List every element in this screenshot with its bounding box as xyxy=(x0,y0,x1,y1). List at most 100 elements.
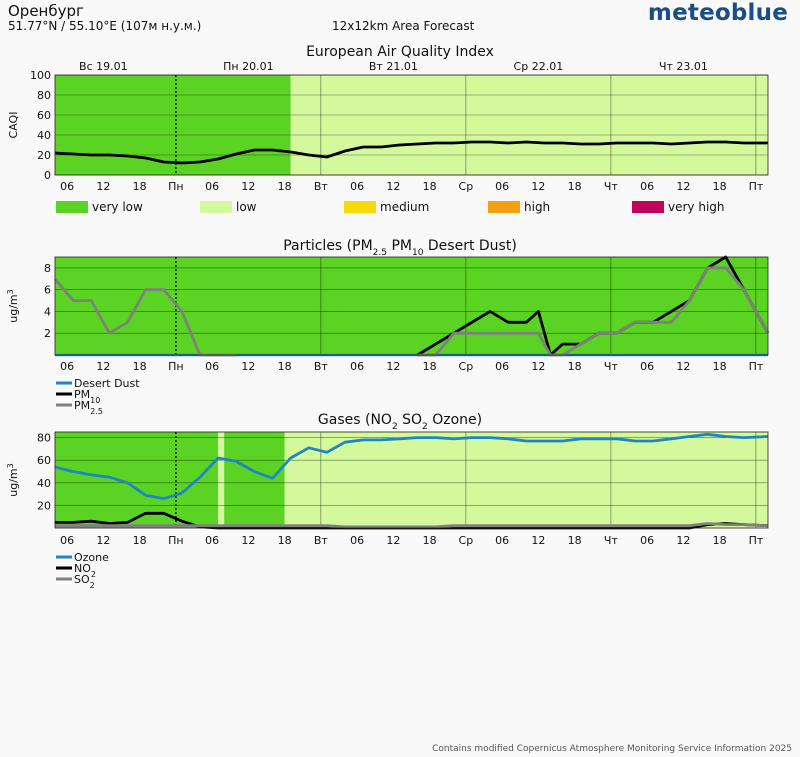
x-tick-label: 06 xyxy=(495,360,509,373)
x-tick-label: 12 xyxy=(386,360,400,373)
x-tick-label: 18 xyxy=(133,534,147,547)
x-tick-label: 18 xyxy=(568,360,582,373)
x-tick-label: Пт xyxy=(749,360,764,373)
plot-frame xyxy=(54,431,769,529)
x-tick-label: Чт xyxy=(604,534,619,547)
chart-title: European Air Quality Index xyxy=(306,44,494,60)
x-tick-label: 06 xyxy=(495,180,509,193)
x-tick-label: 06 xyxy=(205,534,219,547)
x-tick-label: Вт xyxy=(314,180,329,193)
x-tick-label: 12 xyxy=(96,360,110,373)
legend-label: medium xyxy=(380,200,429,214)
y-tick-label: 20 xyxy=(37,499,51,512)
x-tick-label: Пн xyxy=(168,180,183,193)
x-tick-label: 06 xyxy=(350,180,364,193)
x-tick-label: Ср xyxy=(459,534,474,547)
y-tick-label: 40 xyxy=(37,129,51,142)
x-tick-label: Пт xyxy=(749,180,764,193)
x-tick-label: 18 xyxy=(278,534,292,547)
day-label: Ср 22.01 xyxy=(514,60,564,73)
forecast-resolution: 12x12km Area Forecast xyxy=(332,19,475,33)
chart-title: Gases (NO2 SO2 Ozone) xyxy=(318,412,482,432)
x-tick-label: Вт xyxy=(314,360,329,373)
chart-3: Gases (NO2 SO2 Ozone) 20 40 60 80 06 12 18 Пн 06 1… xyxy=(6,412,769,590)
legend-label: Desert Dust xyxy=(74,377,140,390)
x-tick-label: 18 xyxy=(423,360,437,373)
x-tick-label: 12 xyxy=(241,180,255,193)
plot-frame xyxy=(54,74,769,176)
day-label: Вт 21.01 xyxy=(369,60,418,73)
x-tick-label: 06 xyxy=(60,180,74,193)
brand-logo[interactable]: meteoblue xyxy=(647,0,788,26)
x-tick-label: 18 xyxy=(133,180,147,193)
x-tick-label: 18 xyxy=(133,360,147,373)
x-tick-label: 18 xyxy=(713,180,727,193)
x-tick-label: Чт xyxy=(604,180,619,193)
x-tick-label: 18 xyxy=(568,534,582,547)
legend-label: high xyxy=(524,200,550,214)
y-tick-label: 4 xyxy=(44,305,51,318)
x-tick-label: 12 xyxy=(386,180,400,193)
x-tick-label: 18 xyxy=(713,534,727,547)
band-low xyxy=(290,75,768,175)
y-tick-label: 8 xyxy=(44,262,51,275)
legend-label: NO2 xyxy=(74,562,96,579)
x-tick-label: 06 xyxy=(640,534,654,547)
x-tick-label: 06 xyxy=(350,534,364,547)
x-tick-label: Пт xyxy=(749,534,764,547)
y-tick-label: 60 xyxy=(37,109,51,122)
x-tick-label: 12 xyxy=(241,360,255,373)
band-very-low xyxy=(55,432,219,528)
series-so2 xyxy=(55,522,769,529)
day-label: Чт 23.01 xyxy=(659,60,708,73)
chart-1: European Air Quality Index 0 20 40 60 80 100 06… xyxy=(7,44,769,214)
x-tick-label: Вт xyxy=(314,534,329,547)
day-label: Вс 19.01 xyxy=(79,60,128,73)
series-caqi xyxy=(54,140,768,165)
x-tick-label: Пн xyxy=(168,534,183,547)
x-tick-label: Ср xyxy=(459,360,474,373)
x-tick-label: Чт xyxy=(604,360,619,373)
x-tick-label: 06 xyxy=(60,360,74,373)
band-very-low xyxy=(55,75,291,175)
x-tick-label: 12 xyxy=(241,534,255,547)
y-tick-label: 60 xyxy=(37,454,51,467)
x-tick-label: 06 xyxy=(205,180,219,193)
x-tick-label: 18 xyxy=(423,534,437,547)
legend-label: PM2.5 xyxy=(74,399,103,416)
x-tick-label: 12 xyxy=(531,534,545,547)
x-tick-label: 12 xyxy=(96,180,110,193)
x-tick-label: 12 xyxy=(676,180,690,193)
y-tick-label: 40 xyxy=(37,477,51,490)
x-tick-label: 18 xyxy=(278,360,292,373)
x-tick-label: 06 xyxy=(640,180,654,193)
legend-swatch xyxy=(488,201,520,213)
x-tick-label: 06 xyxy=(205,360,219,373)
y-axis-label: CAQI xyxy=(7,112,20,139)
attribution: Contains modified Copernicus Atmosphere … xyxy=(432,744,792,754)
x-tick-label: 12 xyxy=(96,534,110,547)
legend-label: low xyxy=(236,200,257,214)
series-pm2-5 xyxy=(417,266,770,357)
band-low xyxy=(218,432,225,528)
legend-swatch xyxy=(200,201,232,213)
y-axis-label: ug/m3 xyxy=(6,289,21,322)
y-tick-label: 80 xyxy=(37,89,51,102)
x-tick-label: 18 xyxy=(568,180,582,193)
chart-2: Particles (PM2.5 PM10 Desert Dust) 2 4 6 8 06… xyxy=(6,238,770,416)
x-tick-label: 06 xyxy=(60,534,74,547)
x-tick-label: 06 xyxy=(350,360,364,373)
location-name: Оренбург xyxy=(8,2,84,20)
coordinates: 51.77°N / 55.10°E (107м н.у.м.) xyxy=(8,19,202,33)
x-tick-label: 12 xyxy=(386,534,400,547)
x-tick-label: Пн xyxy=(168,360,183,373)
band-low xyxy=(284,432,768,528)
legend-label: very low xyxy=(92,200,143,214)
series-ozone xyxy=(54,432,769,501)
legend-swatch xyxy=(56,201,88,213)
plot-frame xyxy=(54,256,769,356)
x-tick-label: 06 xyxy=(495,534,509,547)
legend-label: PM10 xyxy=(74,388,100,405)
day-label: Пн 20.01 xyxy=(223,60,273,73)
